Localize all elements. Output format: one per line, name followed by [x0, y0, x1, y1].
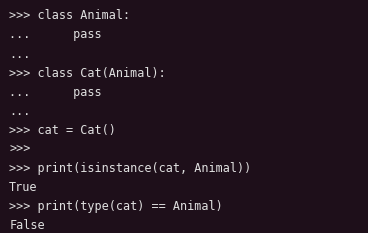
Text: False: False — [9, 219, 45, 233]
Text: >>> print(type(cat) == Animal): >>> print(type(cat) == Animal) — [9, 200, 223, 213]
Text: >>> cat = Cat(): >>> cat = Cat() — [9, 124, 116, 137]
Text: ...      pass: ... pass — [9, 28, 102, 41]
Text: ...: ... — [9, 48, 31, 61]
Text: >>>: >>> — [9, 143, 31, 156]
Text: ...      pass: ... pass — [9, 86, 102, 99]
Text: ...: ... — [9, 105, 31, 118]
Text: >>> class Animal:: >>> class Animal: — [9, 9, 130, 22]
Text: True: True — [9, 181, 38, 194]
Text: >>> class Cat(Animal):: >>> class Cat(Animal): — [9, 67, 166, 80]
Text: >>> print(isinstance(cat, Animal)): >>> print(isinstance(cat, Animal)) — [9, 162, 251, 175]
